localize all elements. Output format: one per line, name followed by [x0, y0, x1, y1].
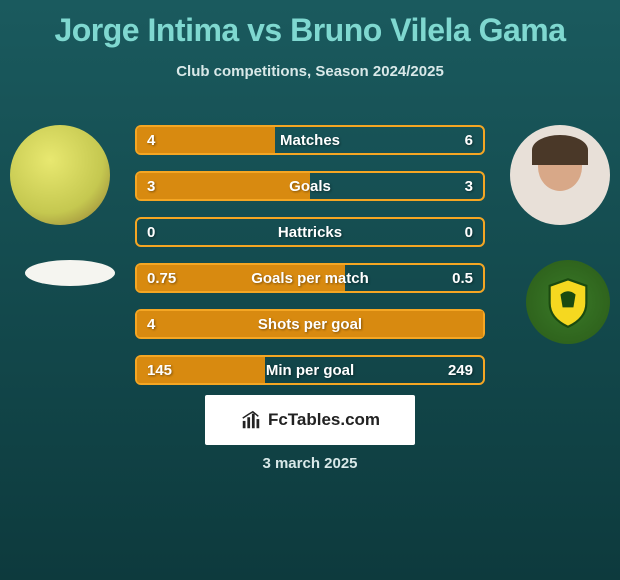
stat-label: Goals per match	[251, 270, 369, 287]
player-left-avatar	[10, 125, 110, 225]
stat-left-value: 145	[147, 362, 172, 379]
club-left-logo	[25, 260, 115, 286]
stat-label: Hattricks	[278, 224, 342, 241]
stat-right-value: 0.5	[452, 270, 473, 287]
stat-fill	[137, 173, 310, 199]
date-text: 3 march 2025	[262, 455, 357, 472]
stat-right-value: 249	[448, 362, 473, 379]
stat-right-value: 0	[465, 224, 473, 241]
player-right-avatar	[510, 125, 610, 225]
stat-label: Matches	[280, 132, 340, 149]
brand-box[interactable]: FcTables.com	[205, 395, 415, 445]
stat-row-spg: 4 Shots per goal	[135, 309, 485, 339]
stat-right-value: 6	[465, 132, 473, 149]
stat-left-value: 3	[147, 178, 155, 195]
subtitle: Club competitions, Season 2024/2025	[0, 63, 620, 80]
club-right-logo	[526, 260, 610, 344]
brand-text: FcTables.com	[268, 410, 380, 430]
page-title: Jorge Intima vs Bruno Vilela Gama	[0, 0, 620, 49]
stat-left-value: 0.75	[147, 270, 176, 287]
stat-row-matches: 4 Matches 6	[135, 125, 485, 155]
stat-row-mpg: 145 Min per goal 249	[135, 355, 485, 385]
stat-label: Goals	[289, 178, 331, 195]
stat-left-value: 4	[147, 316, 155, 333]
stat-row-goals: 3 Goals 3	[135, 171, 485, 201]
stat-label: Shots per goal	[258, 316, 362, 333]
aek-crest-icon	[541, 275, 595, 329]
stat-label: Min per goal	[266, 362, 354, 379]
stat-fill	[137, 127, 275, 153]
stats-container: 4 Matches 6 3 Goals 3 0 Hattricks 0 0.75…	[135, 125, 485, 401]
brand-chart-icon	[240, 409, 262, 431]
stat-left-value: 0	[147, 224, 155, 241]
stat-left-value: 4	[147, 132, 155, 149]
stat-row-gpm: 0.75 Goals per match 0.5	[135, 263, 485, 293]
stat-right-value: 3	[465, 178, 473, 195]
stat-row-hattricks: 0 Hattricks 0	[135, 217, 485, 247]
